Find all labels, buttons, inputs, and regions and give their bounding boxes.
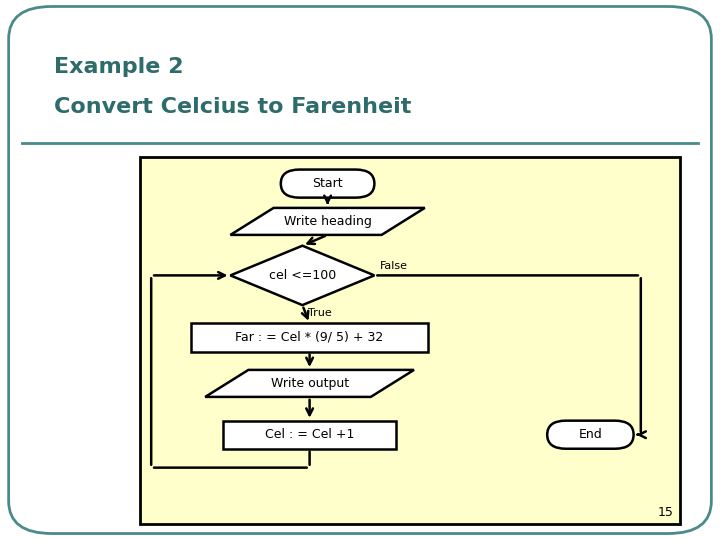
Text: Convert Celcius to Farenheit: Convert Celcius to Farenheit [54, 97, 411, 117]
Polygon shape [230, 208, 425, 235]
FancyBboxPatch shape [191, 323, 428, 352]
Text: Start: Start [312, 177, 343, 190]
FancyBboxPatch shape [547, 421, 634, 449]
Polygon shape [230, 246, 374, 305]
FancyBboxPatch shape [281, 170, 374, 198]
Text: End: End [579, 428, 602, 441]
FancyBboxPatch shape [223, 421, 396, 449]
Text: Write output: Write output [271, 377, 348, 390]
FancyBboxPatch shape [9, 6, 711, 534]
Text: True: True [308, 308, 332, 318]
Polygon shape [205, 370, 414, 397]
Text: Example 2: Example 2 [54, 57, 184, 77]
Text: cel <=100: cel <=100 [269, 269, 336, 282]
FancyBboxPatch shape [140, 157, 680, 524]
Text: Cel : = Cel +1: Cel : = Cel +1 [265, 428, 354, 441]
Text: Far : = Cel * (9/ 5) + 32: Far : = Cel * (9/ 5) + 32 [235, 331, 384, 344]
Text: False: False [380, 261, 408, 271]
Text: 15: 15 [657, 507, 673, 519]
Text: Write heading: Write heading [284, 215, 372, 228]
